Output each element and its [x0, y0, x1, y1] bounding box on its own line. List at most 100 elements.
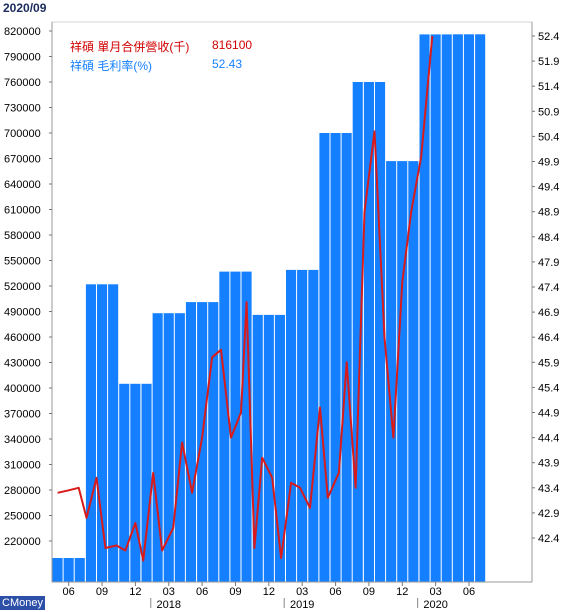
right-tick-label: 51.4	[538, 81, 559, 93]
revenue-bar	[152, 313, 163, 582]
revenue-bar	[341, 133, 352, 582]
revenue-bar-group	[286, 269, 319, 582]
right-tick-label: 50.4	[538, 131, 559, 143]
x-tick-label: 12	[263, 586, 275, 598]
right-tick-label: 43.4	[538, 483, 559, 495]
right-tick-label: 49.4	[538, 182, 559, 194]
revenue-bar	[130, 383, 141, 583]
revenue-bar	[408, 161, 419, 582]
revenue-bar	[219, 271, 230, 582]
left-tick-label: 790000	[4, 52, 41, 64]
right-tick-label: 42.4	[538, 533, 559, 545]
left-tick-label: 340000	[4, 434, 41, 446]
legend-revenue-value: 816100	[212, 38, 253, 52]
left-tick-label: 520000	[4, 281, 41, 293]
x-tick-label: 03	[296, 586, 308, 598]
right-tick-label: 51.9	[538, 56, 559, 68]
x-year-label: 2018	[157, 599, 181, 611]
revenue-bar-group	[252, 314, 285, 582]
left-tick-label: 460000	[4, 332, 41, 344]
x-tick-label: 03	[163, 586, 175, 598]
left-tick-label: 400000	[4, 383, 41, 395]
revenue-bar	[352, 82, 363, 582]
revenue-bar	[419, 34, 430, 582]
left-tick-label: 250000	[4, 511, 41, 523]
revenue-bar-group	[419, 34, 452, 582]
legend-revenue-label: 祥碩 單月合併營收(千)	[70, 40, 190, 54]
left-axis-ticks: 820000 790000 760000 730000 700000 670000 6400…	[4, 26, 52, 548]
revenue-bar	[463, 34, 474, 583]
revenue-bar	[108, 284, 119, 582]
revenue-bar	[286, 269, 297, 582]
margin-line-path	[57, 35, 434, 562]
left-tick-label: 490000	[4, 307, 41, 319]
left-tick-label: 310000	[4, 460, 41, 472]
revenue-bar	[174, 313, 185, 582]
revenue-bar	[375, 82, 386, 582]
legend: 祥碩 單月合併營收(千) 816100 祥碩 毛利率(%) 52.43	[64, 34, 252, 76]
revenue-bar	[85, 284, 96, 582]
revenue-bar	[141, 383, 152, 583]
revenue-bar-group	[352, 82, 386, 582]
x-tick-label: 03	[430, 586, 442, 598]
left-tick-label: 760000	[4, 77, 41, 89]
right-tick-label: 50.9	[538, 106, 559, 118]
revenue-bar	[330, 133, 341, 582]
right-tick-label: 48.9	[538, 207, 559, 219]
right-tick-label: 44.4	[538, 433, 559, 445]
revenue-bar	[363, 82, 374, 582]
revenue-bar	[430, 34, 441, 582]
revenue-bar	[119, 383, 130, 583]
x-tick-label: 09	[363, 586, 375, 598]
legend-margin-label: 祥碩 毛利率(%)	[70, 59, 152, 73]
revenue-bar	[297, 269, 308, 582]
x-tick-label: 06	[329, 586, 341, 598]
revenue-bar-group	[119, 383, 152, 583]
axes	[51, 22, 533, 583]
revenue-bar	[475, 34, 486, 583]
revenue-bar	[441, 34, 452, 582]
brand-logo: CMoney	[0, 596, 45, 610]
revenue-bar-group	[386, 161, 419, 582]
revenue-bar	[163, 313, 174, 582]
left-tick-label: 610000	[4, 205, 41, 217]
revenue-bar-group	[152, 313, 185, 582]
revenue-bar	[274, 314, 285, 582]
right-tick-label: 49.9	[538, 157, 559, 169]
x-tick-label: 09	[229, 586, 241, 598]
right-tick-label: 46.4	[538, 332, 559, 344]
x-tick-label: 12	[129, 586, 141, 598]
x-year-label: 2020	[423, 599, 447, 611]
x-axis-ticks: 06 09 12 03 06 09 12 03 06 09 12 03 06 2018 2019 2020	[63, 582, 475, 611]
x-tick-label: 06	[63, 586, 75, 598]
left-tick-label: 430000	[4, 358, 41, 370]
x-tick-label: 06	[196, 586, 208, 598]
revenue-bar-group	[319, 133, 352, 582]
right-tick-label: 52.4	[538, 31, 559, 43]
revenue-bar	[63, 558, 74, 582]
revenue-bar	[252, 314, 263, 582]
right-tick-label: 43.9	[538, 458, 559, 470]
revenue-bar	[263, 314, 274, 582]
left-tick-label: 820000	[4, 26, 41, 38]
revenue-bar-group	[452, 34, 486, 583]
left-tick-label: 580000	[4, 230, 41, 242]
revenue-bar-group	[52, 558, 85, 582]
revenue-bar	[308, 269, 319, 582]
right-tick-label: 47.9	[538, 257, 559, 269]
left-tick-label: 730000	[4, 103, 41, 115]
right-tick-label: 42.9	[538, 508, 559, 520]
legend-revenue: 祥碩 單月合併營收(千) 816100	[70, 38, 252, 55]
legend-margin-value: 52.43	[212, 57, 243, 71]
period-label: 2020/09	[3, 1, 47, 15]
x-tick-label: 09	[96, 586, 108, 598]
right-tick-label: 44.9	[538, 408, 559, 420]
right-tick-label: 48.4	[538, 232, 559, 244]
legend-margin: 祥碩 毛利率(%) 52.43	[70, 57, 242, 74]
revenue-bar	[185, 302, 196, 582]
revenue-bar	[241, 271, 252, 582]
revenue-bar	[74, 558, 85, 582]
left-tick-label: 280000	[4, 485, 41, 497]
left-tick-label: 220000	[4, 536, 41, 548]
